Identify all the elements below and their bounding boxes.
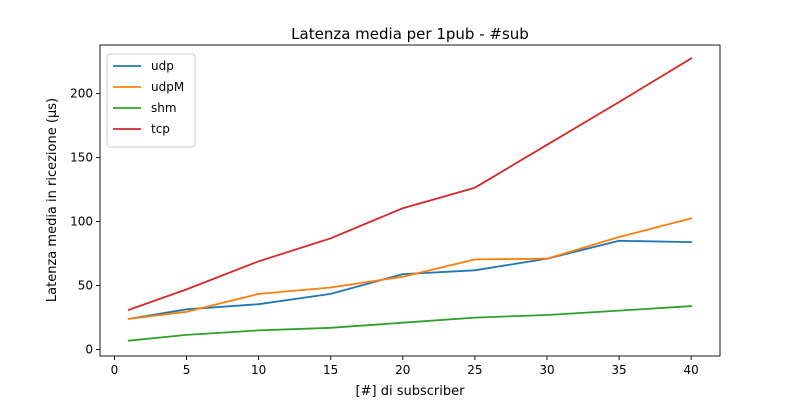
x-tick-label: 20 bbox=[395, 363, 410, 377]
legend-label-udpM: udpM bbox=[151, 80, 184, 94]
x-tick-label: 30 bbox=[539, 363, 554, 377]
y-tick-label: 200 bbox=[70, 87, 93, 101]
x-tick-label: 25 bbox=[467, 363, 482, 377]
x-tick-label: 40 bbox=[684, 363, 699, 377]
y-tick-label: 100 bbox=[70, 215, 93, 229]
series-line-udp bbox=[127, 239, 693, 320]
y-tick-label: 0 bbox=[85, 343, 93, 357]
x-tick-label: 15 bbox=[323, 363, 338, 377]
legend: udp udpM shm tcp bbox=[106, 53, 196, 148]
series-line-tcp bbox=[127, 57, 693, 312]
x-tick-label: 5 bbox=[183, 363, 191, 377]
plot-frame bbox=[99, 44, 721, 357]
legend-box bbox=[106, 53, 196, 148]
y-tick-label: 150 bbox=[70, 151, 93, 165]
y-tick-label: 50 bbox=[78, 279, 93, 293]
legend-label-tcp: tcp bbox=[151, 122, 170, 136]
plot-area: 0 5 10 15 20 25 30 35 40 0 50 100 150 200 bbox=[70, 44, 721, 377]
x-tick-label: 35 bbox=[611, 363, 626, 377]
x-axis-label: [#] di subscriber bbox=[356, 384, 466, 399]
series-line-shm bbox=[127, 305, 693, 342]
series-line-udpM bbox=[127, 217, 693, 320]
y-axis-label: Latenza media in ricezione (µs) bbox=[45, 98, 60, 302]
legend-label-udp: udp bbox=[151, 59, 174, 73]
x-tick-label: 0 bbox=[111, 363, 119, 377]
x-tick-label: 10 bbox=[251, 363, 266, 377]
legend-label-shm: shm bbox=[151, 101, 177, 115]
chart-title: Latenza media per 1pub - #sub bbox=[291, 25, 529, 43]
